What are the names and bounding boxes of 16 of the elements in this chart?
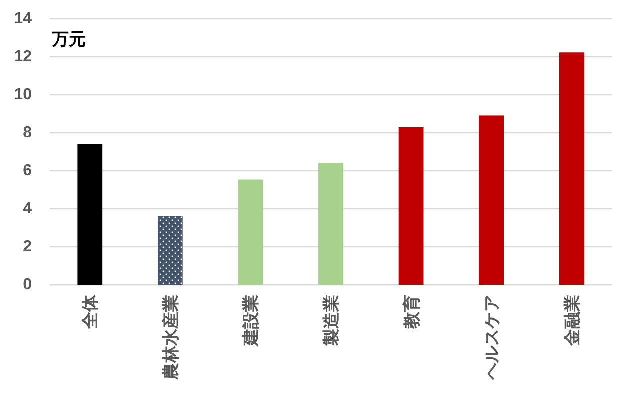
y-tick-label: 8 [23,124,32,142]
x-tick-label: ヘルスケア [482,295,502,381]
y-tick-label: 0 [23,276,32,294]
y-tick-label: 4 [23,200,32,218]
y-tick-label: 2 [23,238,32,256]
x-tick-label: 建設業 [242,295,261,348]
y-tick-label: 14 [14,10,32,28]
x-tick-label: 製造業 [322,295,341,347]
y-axis-title: 万元 [51,30,86,49]
x-tick-label: 教育 [401,295,422,330]
x-tick-label: 金融業 [562,295,582,347]
x-tick-label: 全体 [81,294,100,330]
y-tick-label: 10 [14,86,32,104]
y-tick-label: 12 [14,48,32,66]
x-tick-label: 農林水産業 [161,295,180,381]
y-tick-label: 6 [23,162,32,180]
